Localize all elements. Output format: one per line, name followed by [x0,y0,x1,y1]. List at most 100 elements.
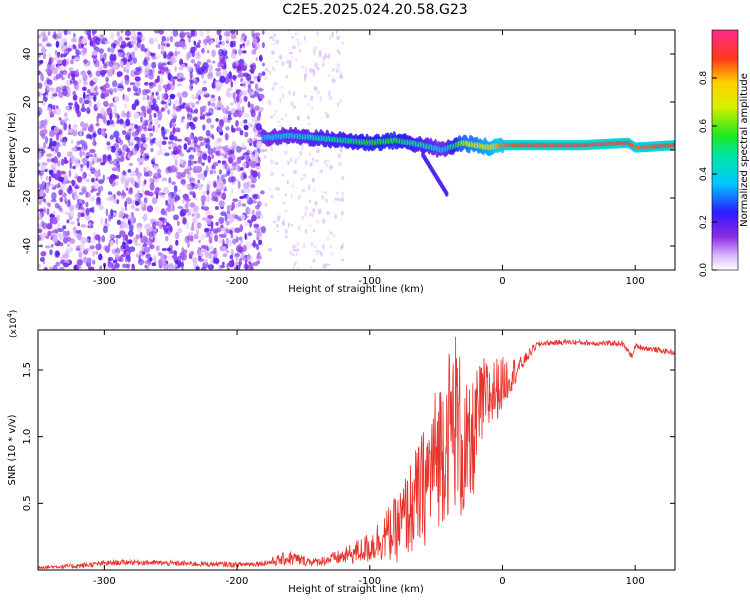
noise-speckle [250,160,257,168]
noise-speckle [102,225,108,234]
noise-speckle [136,243,142,247]
noise-speckle [226,105,230,111]
faint-speckle [292,105,297,110]
noise-speckle [94,153,97,158]
noise-speckle [56,105,59,109]
noise-speckle [180,77,186,81]
noise-speckle [220,174,225,182]
noise-speckle [221,40,225,47]
noise-speckle [138,254,141,262]
faint-speckle [296,267,301,270]
noise-speckle [187,211,192,216]
noise-speckle [52,210,56,215]
noise-speckle [142,119,149,127]
noise-speckle [185,222,189,230]
noise-speckle [49,216,54,225]
noise-speckle [100,128,105,136]
noise-speckle [216,188,220,197]
snr-panel: -300 -200 -100 0 100 0.5 1.0 1.5 SNR (10 * v/v)… [6,310,676,595]
noise-speckle [72,94,78,101]
noise-speckle [67,73,71,79]
faint-speckle [325,114,330,118]
spectrogram-xtick-label: 100 [626,276,645,287]
noise-speckle [215,70,222,77]
noise-speckle [161,62,167,66]
noise-speckle [257,88,264,92]
noise-speckle [256,236,260,241]
faint-speckle [308,152,311,156]
noise-speckle [190,123,196,130]
noise-speckle [97,112,101,119]
noise-speckle [248,90,253,96]
noise-speckle [234,78,237,86]
noise-speckle [57,228,62,232]
noise-speckle [166,255,172,261]
noise-speckle [42,34,48,41]
noise-speckle [213,228,217,235]
noise-speckle [76,259,82,268]
noise-speckle [202,91,209,95]
noise-speckle [249,64,254,69]
noise-speckle [174,41,181,48]
noise-speckle [129,239,133,244]
noise-speckle [148,100,152,106]
noise-speckle [230,42,236,48]
noise-speckle [229,102,234,106]
noise-speckle [214,140,220,147]
faint-speckle [273,42,275,45]
noise-speckle [47,230,52,237]
noise-speckle [53,156,58,164]
signal-core [672,142,675,148]
noise-speckle [193,209,199,216]
noise-speckle [102,115,107,124]
noise-speckle [39,59,44,64]
noise-speckle [261,71,266,76]
noise-speckle [224,214,228,222]
noise-speckle [237,181,241,189]
noise-speckle [115,151,120,158]
noise-speckle [189,250,195,256]
noise-speckle [133,92,139,96]
noise-speckle [256,140,263,149]
colorbar-tick-label: 0.8 [699,71,709,86]
noise-speckle [231,213,237,218]
noise-speckle [194,142,198,148]
noise-speckle [55,133,60,141]
noise-speckle [56,142,61,148]
noise-speckle [54,174,59,181]
noise-speckle [167,99,171,104]
faint-speckle [295,38,299,42]
noise-speckle [260,190,265,195]
faint-speckle [328,95,333,100]
noise-speckle [243,112,250,119]
noise-speckle [156,96,161,101]
noise-speckle [135,253,139,258]
noise-speckle [220,152,225,157]
noise-speckle [109,234,113,239]
noise-speckle [226,209,230,214]
noise-speckle [181,171,186,178]
noise-speckle [164,102,168,110]
faint-speckle [272,65,274,70]
noise-speckle [195,266,200,270]
noise-speckle [115,175,119,179]
noise-speckle [82,249,89,255]
noise-speckle [48,266,54,270]
noise-speckle [88,101,92,108]
noise-speckle [165,235,169,242]
noise-speckle [43,123,47,131]
noise-speckle [171,254,178,259]
noise-speckle [149,121,153,125]
noise-speckle [60,53,64,58]
noise-speckle [235,146,242,153]
noise-speckle [110,32,115,40]
noise-speckle [199,115,203,120]
noise-speckle [135,67,142,72]
noise-speckle [134,193,141,199]
noise-speckle [256,243,260,251]
noise-speckle [231,258,235,267]
noise-speckle [239,167,244,171]
faint-speckle [316,90,321,95]
